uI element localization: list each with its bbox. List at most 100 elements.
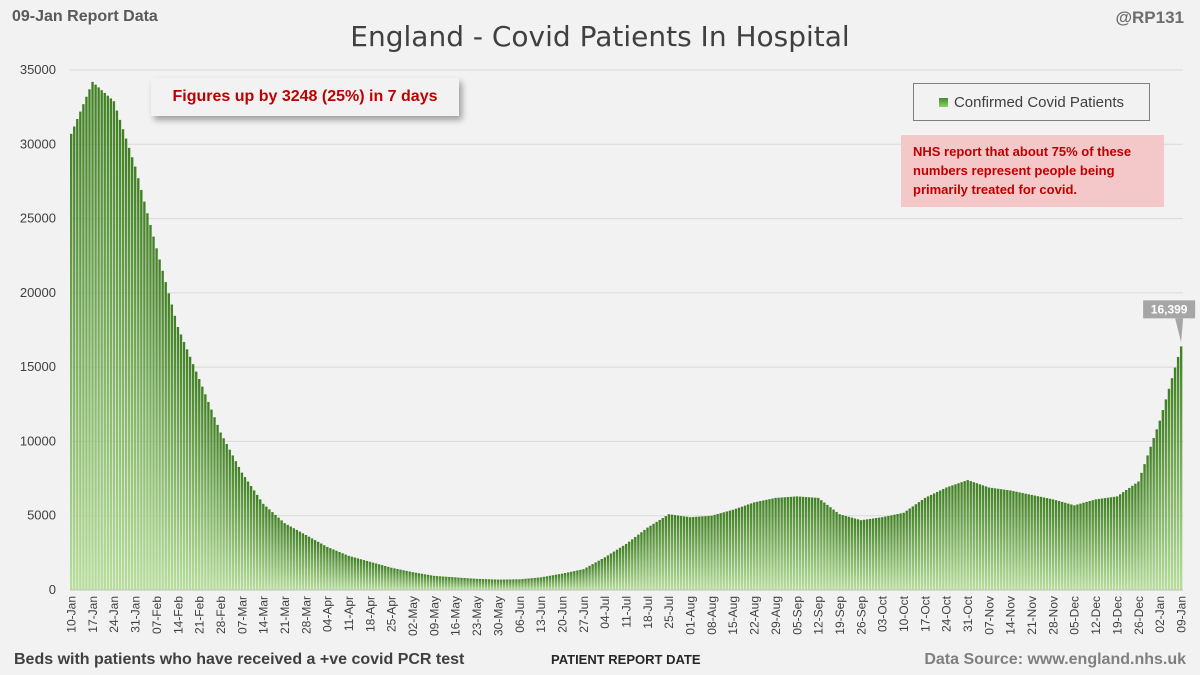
bar — [649, 525, 652, 590]
bar — [908, 508, 911, 590]
bar — [634, 536, 637, 590]
bar — [859, 520, 863, 590]
bar — [954, 484, 957, 590]
bar — [606, 555, 610, 590]
x-tick-label: 09-Jan — [1174, 596, 1188, 633]
bar — [195, 371, 198, 590]
bar — [252, 490, 256, 590]
bar — [673, 515, 677, 590]
bar — [676, 515, 680, 590]
bar — [100, 90, 103, 590]
bar — [670, 514, 674, 590]
bar — [246, 481, 250, 590]
bar — [936, 491, 939, 590]
bar — [1091, 500, 1094, 590]
bar — [158, 259, 161, 590]
bar — [1033, 495, 1036, 590]
bar — [603, 557, 607, 590]
legend-label: Confirmed Covid Patients — [953, 93, 1125, 111]
bar — [1100, 498, 1104, 590]
bar — [420, 573, 424, 590]
bar — [316, 541, 320, 590]
bar — [780, 497, 783, 590]
bar — [1161, 410, 1165, 590]
bar — [515, 579, 518, 590]
bar — [368, 561, 372, 590]
bar — [1076, 504, 1079, 590]
bar — [570, 571, 573, 590]
bar — [146, 213, 149, 590]
bar — [402, 570, 405, 590]
bar — [939, 490, 942, 590]
bar — [475, 578, 478, 590]
bar — [777, 497, 780, 590]
bar — [338, 552, 341, 590]
bar — [1137, 481, 1140, 590]
bar — [216, 424, 219, 590]
y-tick-label: 20000 — [20, 285, 56, 300]
bar — [725, 511, 728, 590]
x-tick-label: 17-Oct — [918, 595, 932, 632]
bar — [94, 84, 97, 590]
bar — [127, 147, 131, 591]
bar — [810, 497, 814, 590]
data-source: Data Source: www.england.nhs.uk — [924, 651, 1186, 668]
bar — [628, 541, 631, 590]
bar — [685, 516, 689, 590]
x-tick-label: 10-Jan — [65, 596, 79, 633]
x-tick-label: 05-Dec — [1068, 596, 1082, 635]
bar — [460, 577, 463, 590]
bar — [298, 531, 302, 590]
bar — [948, 486, 951, 590]
bar — [1128, 487, 1131, 590]
bar — [411, 572, 414, 590]
bar — [198, 379, 201, 590]
bar — [417, 573, 421, 590]
bar — [1015, 491, 1018, 590]
bar — [707, 515, 710, 590]
x-tick-label: 16-May — [449, 596, 463, 636]
bar — [445, 576, 448, 590]
bar — [1042, 497, 1046, 590]
chart-legend: Confirmed Covid Patients — [913, 83, 1150, 121]
bar — [204, 394, 207, 590]
bar — [640, 532, 643, 590]
bar — [878, 517, 881, 590]
x-tick-label: 30-May — [491, 596, 505, 636]
bar — [530, 578, 533, 590]
bar — [97, 87, 100, 590]
x-tick-label: 04-Apr — [321, 596, 335, 632]
bar — [283, 523, 286, 590]
bar — [698, 516, 701, 590]
bar — [1112, 496, 1116, 590]
bar — [1082, 502, 1085, 590]
bar — [271, 512, 274, 590]
bar — [835, 511, 838, 590]
bar — [734, 508, 738, 590]
bar — [329, 548, 332, 590]
bar — [1012, 491, 1015, 590]
bar — [768, 499, 771, 590]
bar — [1057, 501, 1061, 590]
bar — [1176, 356, 1180, 590]
nhs-note-line: numbers represent people being — [913, 163, 1115, 178]
bar — [1030, 494, 1033, 590]
bar — [905, 510, 908, 590]
bar — [478, 578, 481, 590]
bar — [103, 92, 106, 590]
bar — [85, 96, 88, 590]
bar — [176, 327, 180, 590]
x-tick-label: 04-Jul — [598, 596, 612, 629]
bar — [149, 224, 152, 590]
bar — [310, 538, 314, 590]
bar — [987, 487, 991, 590]
bar — [1054, 500, 1058, 590]
bar — [679, 515, 683, 590]
bar — [554, 574, 558, 590]
bar — [304, 535, 308, 590]
bar — [783, 497, 786, 590]
x-tick-label: 28-Feb — [214, 596, 228, 634]
bar — [356, 558, 360, 590]
bar — [612, 551, 616, 590]
bar — [1173, 367, 1177, 590]
